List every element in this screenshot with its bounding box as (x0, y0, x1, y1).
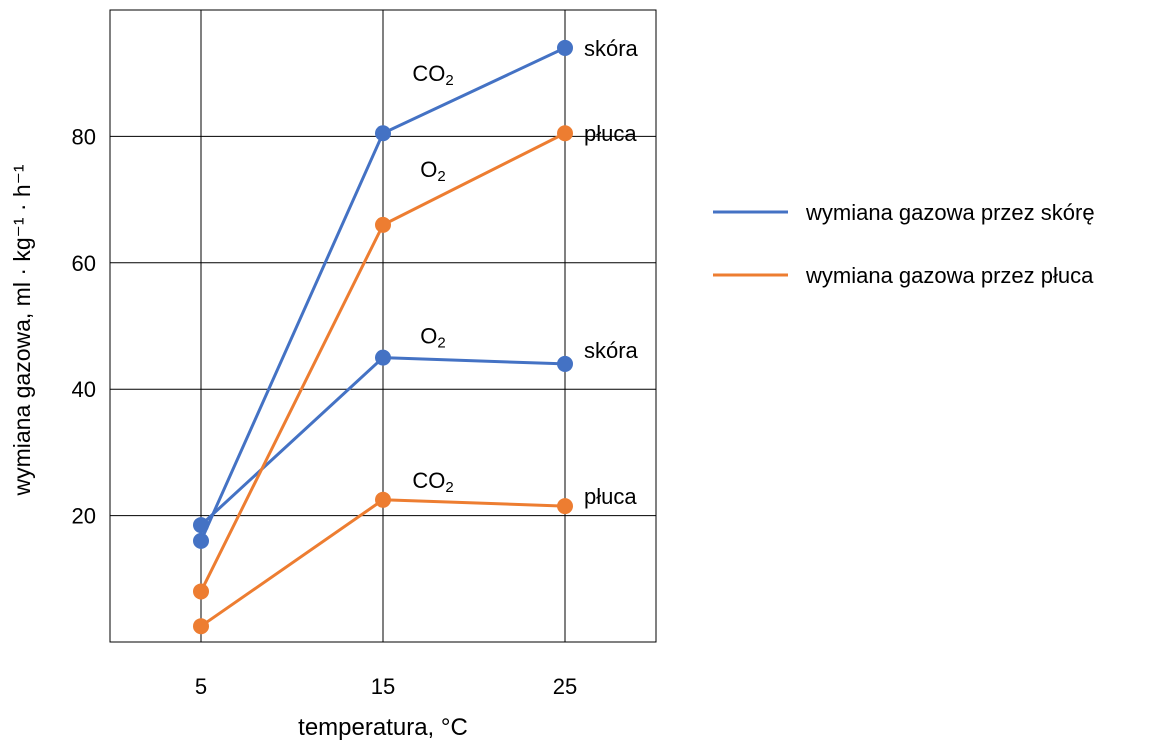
data-point (375, 216, 391, 233)
gas-symbol: CO (412, 61, 445, 86)
gas-symbol: CO (412, 468, 445, 493)
x-tick-label: 5 (195, 674, 207, 699)
y-axis-ticks: 20 40 60 80 (72, 124, 96, 528)
legend-label: wymiana gazowa przez skórę (805, 200, 1095, 225)
x-axis-label: temperatura, °C (298, 714, 468, 741)
x-tick-label: 25 (553, 674, 577, 699)
y-tick-label: 40 (72, 377, 96, 402)
gas-annotation: O2 (420, 157, 445, 185)
data-point (557, 355, 573, 372)
end-label: skóra (584, 338, 639, 363)
data-point (557, 39, 573, 56)
gas-annotation: O2 (420, 324, 445, 352)
y-tick-label: 60 (72, 251, 96, 276)
data-point (375, 349, 391, 366)
data-point (375, 491, 391, 508)
data-point (193, 583, 209, 600)
gas-subscript: 2 (445, 72, 453, 89)
y-tick-label: 20 (72, 504, 96, 529)
y-axis-label: wymiana gazowa, ml · kg⁻¹ · h⁻¹ (9, 164, 35, 496)
data-point (557, 498, 573, 515)
gas-subscript: 2 (437, 335, 445, 352)
end-label: skóra (584, 36, 639, 61)
gas-annotation: CO2 (412, 468, 453, 496)
gas-symbol: O (420, 324, 437, 349)
y-tick-label: 80 (72, 124, 96, 149)
gas-subscript: 2 (437, 168, 445, 185)
grid (110, 10, 656, 642)
gas-subscript: 2 (445, 479, 453, 496)
x-axis-ticks: 5 15 25 (195, 674, 577, 699)
gas-symbol: O (420, 157, 437, 182)
legend-label: wymiana gazowa przez płuca (805, 263, 1094, 288)
data-point (193, 532, 209, 549)
end-label: płuca (584, 121, 637, 146)
data-point (375, 125, 391, 142)
data-point (557, 125, 573, 142)
data-point (193, 517, 209, 534)
x-tick-label: 15 (371, 674, 395, 699)
series (193, 39, 573, 635)
plot-frame (109, 9, 657, 643)
end-label: płuca (584, 484, 637, 509)
data-point (193, 618, 209, 635)
gas-annotation: CO2 (412, 61, 453, 89)
legend: wymiana gazowa przez skórę wymiana gazowa… (713, 200, 1095, 288)
